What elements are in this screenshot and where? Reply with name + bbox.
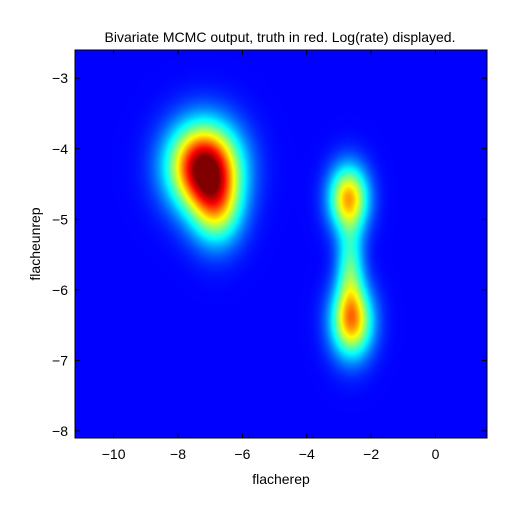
y-tick-label: −7 <box>52 352 68 368</box>
x-tick-label: −2 <box>363 446 379 462</box>
x-tick-label: −4 <box>299 446 315 462</box>
y-tick-label: −6 <box>52 282 68 298</box>
x-tick-label: −8 <box>170 446 186 462</box>
y-axis-label: flacheunrep <box>27 207 43 280</box>
plot-area <box>75 50 487 438</box>
x-tick-label: −6 <box>234 446 250 462</box>
x-axis-label: flacherep <box>252 471 310 487</box>
heatmap-canvas <box>75 50 487 438</box>
x-tick-label: 0 <box>432 446 440 462</box>
y-tick-label: −4 <box>52 141 68 157</box>
x-tick-label: −10 <box>102 446 126 462</box>
y-tick-label: −5 <box>52 211 68 227</box>
y-tick-label: −3 <box>52 70 68 86</box>
chart-title: Bivariate MCMC output, truth in red. Log… <box>105 29 456 45</box>
y-tick-label: −8 <box>52 423 68 439</box>
